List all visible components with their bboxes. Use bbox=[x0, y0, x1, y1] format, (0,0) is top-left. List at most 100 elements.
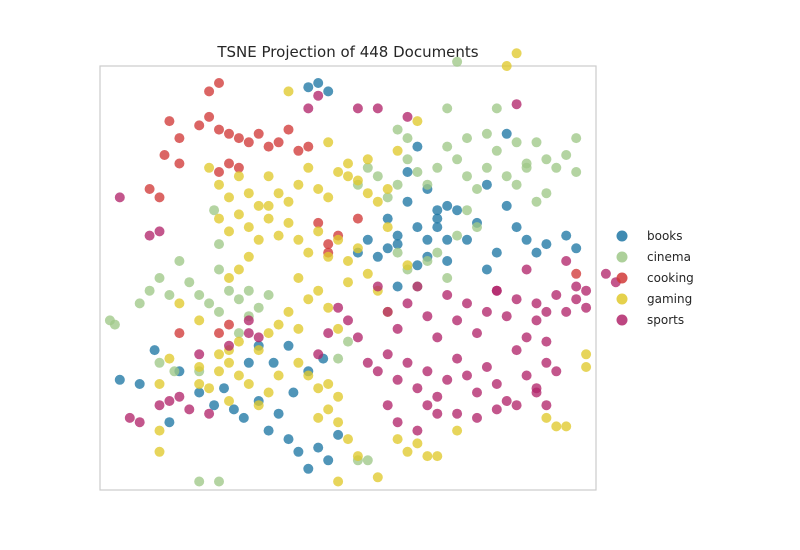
point-sports-47 bbox=[521, 370, 532, 381]
point-sports-87 bbox=[541, 306, 552, 317]
point-cooking-18 bbox=[144, 184, 155, 194]
point-gaming-63 bbox=[352, 451, 363, 462]
point-gaming-48 bbox=[224, 357, 234, 368]
point-gaming-104 bbox=[581, 362, 592, 372]
point-cinema-1 bbox=[109, 319, 120, 330]
point-cooking-17 bbox=[174, 158, 185, 169]
point-cooking-4 bbox=[214, 124, 224, 135]
point-sports-75 bbox=[174, 391, 185, 402]
point-books-50 bbox=[412, 260, 423, 271]
point-cinema-59 bbox=[511, 137, 522, 148]
point-cinema-68 bbox=[392, 124, 403, 135]
point-cooking-31 bbox=[571, 268, 582, 279]
point-books-32 bbox=[412, 222, 423, 233]
point-gaming-54 bbox=[253, 400, 264, 411]
point-cinema-29 bbox=[402, 154, 413, 165]
point-books-0 bbox=[134, 379, 145, 389]
legend-label-cooking: cooking bbox=[647, 271, 694, 285]
point-cinema-17 bbox=[169, 366, 180, 377]
point-gaming-21 bbox=[233, 209, 244, 220]
point-gaming-67 bbox=[154, 379, 165, 389]
point-books-8 bbox=[263, 425, 274, 436]
point-sports-13 bbox=[392, 323, 403, 334]
point-gaming-83 bbox=[432, 451, 443, 462]
point-cinema-4 bbox=[154, 273, 165, 283]
point-sports-79 bbox=[571, 294, 582, 305]
point-sports-0 bbox=[114, 192, 125, 203]
point-cinema-13 bbox=[243, 285, 254, 296]
point-cinema-36 bbox=[472, 184, 482, 194]
point-cinema-60 bbox=[521, 162, 532, 173]
point-sports-9 bbox=[402, 111, 413, 122]
point-sports-32 bbox=[581, 285, 592, 296]
point-books-52 bbox=[402, 167, 413, 177]
point-gaming-68 bbox=[154, 425, 165, 436]
point-books-19 bbox=[283, 340, 294, 351]
scatter-points bbox=[104, 48, 621, 487]
point-cooking-0 bbox=[164, 116, 175, 127]
point-gaming-77 bbox=[323, 379, 334, 389]
point-sports-45 bbox=[501, 396, 512, 406]
point-cinema-50 bbox=[422, 256, 433, 266]
point-cinema-26 bbox=[372, 171, 383, 182]
point-cinema-69 bbox=[402, 133, 413, 144]
point-sports-11 bbox=[372, 281, 383, 292]
point-sports-52 bbox=[362, 357, 373, 368]
point-sports-19 bbox=[452, 315, 463, 326]
point-sports-35 bbox=[402, 357, 413, 368]
point-cinema-32 bbox=[432, 162, 443, 173]
point-gaming-53 bbox=[243, 379, 254, 389]
point-books-57 bbox=[481, 179, 492, 190]
point-sports-26 bbox=[521, 332, 532, 343]
point-books-11 bbox=[293, 446, 304, 457]
legend-marker-cinema bbox=[616, 251, 628, 263]
point-sports-2 bbox=[154, 226, 165, 237]
point-cinema-37 bbox=[481, 162, 492, 173]
point-gaming-84 bbox=[452, 425, 463, 436]
point-books-27 bbox=[362, 234, 373, 245]
point-cinema-8 bbox=[194, 290, 205, 300]
point-gaming-60 bbox=[323, 404, 334, 415]
point-gaming-91 bbox=[392, 145, 403, 156]
point-cinema-46 bbox=[571, 167, 582, 177]
point-gaming-27 bbox=[293, 234, 304, 245]
point-sports-81 bbox=[600, 268, 611, 279]
point-sports-53 bbox=[352, 332, 363, 343]
point-books-24 bbox=[149, 345, 160, 356]
point-cooking-8 bbox=[253, 128, 264, 139]
point-sports-29 bbox=[551, 290, 562, 300]
legend-label-gaming: gaming bbox=[647, 292, 692, 306]
point-cooking-14 bbox=[204, 86, 215, 97]
point-sports-76 bbox=[194, 349, 205, 360]
point-cinema-66 bbox=[362, 455, 373, 466]
point-gaming-15 bbox=[352, 175, 363, 186]
point-gaming-49 bbox=[204, 383, 215, 394]
point-cooking-16 bbox=[159, 150, 170, 160]
legend-marker-books bbox=[616, 230, 628, 242]
point-sports-61 bbox=[422, 400, 433, 411]
point-books-53 bbox=[412, 141, 423, 152]
point-gaming-46 bbox=[253, 345, 264, 356]
point-cinema-22 bbox=[233, 328, 244, 339]
point-gaming-0 bbox=[204, 162, 215, 173]
point-cinema-62 bbox=[541, 154, 552, 165]
point-sports-57 bbox=[313, 349, 324, 360]
point-sports-83 bbox=[561, 256, 572, 266]
point-sports-84 bbox=[491, 285, 502, 296]
point-gaming-80 bbox=[402, 446, 413, 457]
legend-label-sports: sports bbox=[647, 313, 684, 327]
point-sports-24 bbox=[501, 311, 512, 322]
point-gaming-58 bbox=[303, 370, 314, 381]
point-cinema-6 bbox=[174, 256, 185, 266]
point-gaming-93 bbox=[263, 200, 274, 211]
point-gaming-8 bbox=[283, 196, 294, 207]
point-books-13 bbox=[313, 442, 324, 453]
point-gaming-86 bbox=[511, 48, 522, 59]
point-books-34 bbox=[432, 222, 443, 233]
point-cinema-38 bbox=[491, 145, 502, 156]
point-sports-28 bbox=[541, 336, 552, 347]
point-sports-42 bbox=[472, 387, 482, 398]
point-gaming-76 bbox=[333, 391, 344, 402]
point-sports-5 bbox=[303, 103, 314, 114]
point-gaming-45 bbox=[263, 328, 274, 339]
